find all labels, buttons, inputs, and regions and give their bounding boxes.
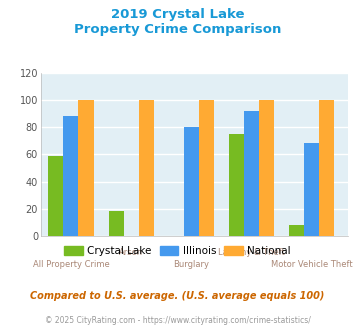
Bar — [304, 143, 319, 236]
Text: Burglary: Burglary — [173, 260, 209, 270]
Bar — [289, 225, 304, 236]
Bar — [319, 100, 334, 236]
Bar — [64, 116, 78, 236]
Bar — [244, 111, 259, 236]
Bar — [259, 100, 274, 236]
Bar — [139, 100, 154, 236]
Bar — [229, 134, 244, 236]
Text: Compared to U.S. average. (U.S. average equals 100): Compared to U.S. average. (U.S. average … — [30, 291, 325, 301]
Bar — [78, 100, 93, 236]
Legend: Crystal Lake, Illinois, National: Crystal Lake, Illinois, National — [60, 242, 295, 260]
Bar — [199, 100, 214, 236]
Text: Arson: Arson — [119, 248, 143, 257]
Bar — [109, 212, 124, 236]
Bar — [184, 127, 199, 236]
Text: Larceny & Theft: Larceny & Theft — [218, 248, 285, 257]
Text: © 2025 CityRating.com - https://www.cityrating.com/crime-statistics/: © 2025 CityRating.com - https://www.city… — [45, 316, 310, 325]
Text: 2019 Crystal Lake: 2019 Crystal Lake — [111, 8, 244, 21]
Bar — [48, 156, 64, 236]
Text: Motor Vehicle Theft: Motor Vehicle Theft — [271, 260, 353, 270]
Text: All Property Crime: All Property Crime — [33, 260, 109, 270]
Text: Property Crime Comparison: Property Crime Comparison — [74, 23, 281, 36]
